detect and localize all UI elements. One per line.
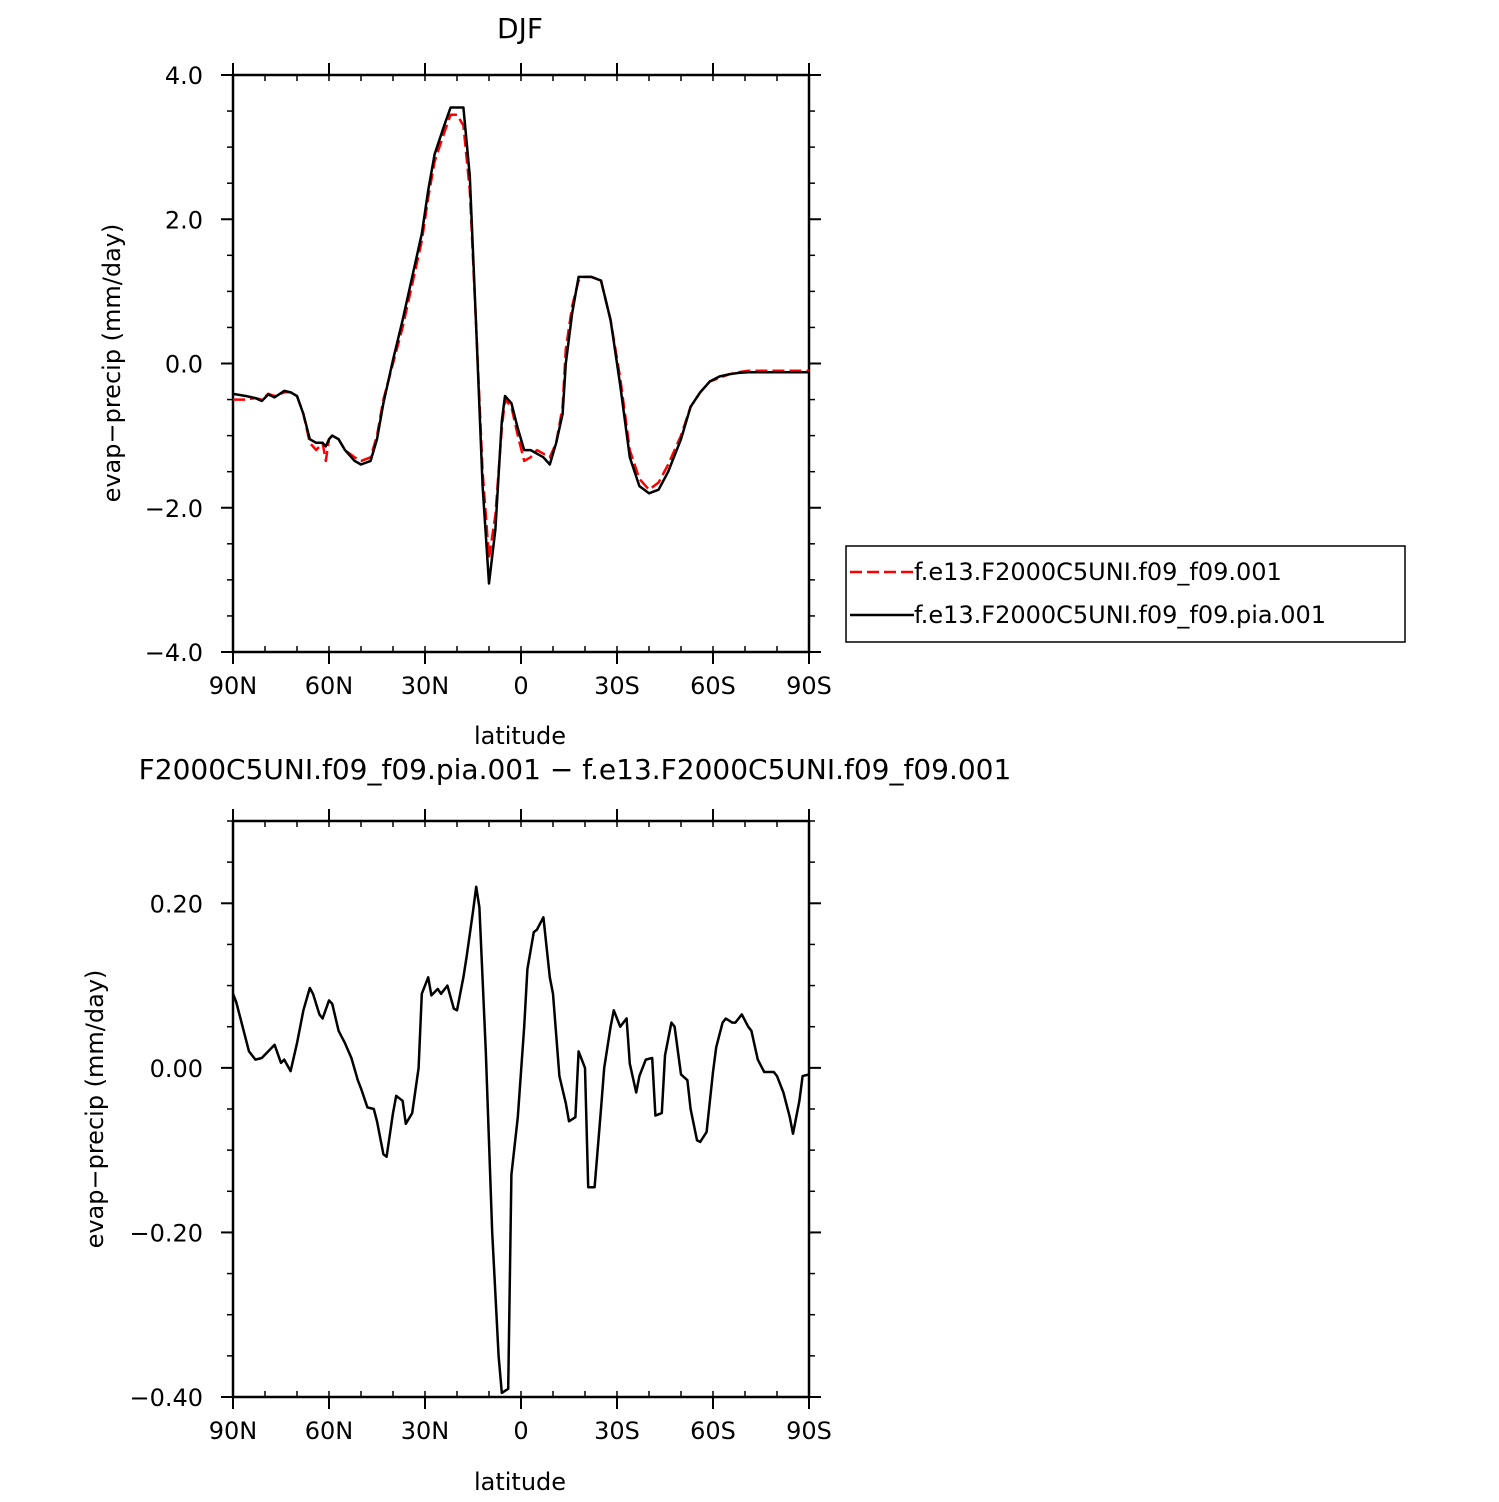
legend-box (845, 545, 1406, 643)
series-line-2 (233, 106, 809, 585)
legend-label-model1: f.e13.F2000C5UNI.f09_f09.001 (914, 558, 1282, 586)
bottom-chart-panel: F2000C5UNI.f09_f09.pia.001 − f.e13.F2000… (81, 753, 1011, 1496)
top-chart-plot-area: 90N 60N 30N 0 30S 60S 90S 4.0 2.0 0.0 −2.0 −4.0 (145, 62, 832, 700)
x-tick-label: 60N (305, 1417, 354, 1445)
x-tick-label: 30N (401, 672, 450, 700)
x-tick-label: 90S (786, 1417, 832, 1445)
series-line-1 (233, 885, 809, 1395)
x-tick-label: 30N (401, 1417, 450, 1445)
bottom-chart-y-axis-label: evap−precip (mm/day) (81, 970, 109, 1249)
y-tick-label: 4.0 (165, 62, 203, 90)
x-tick-label: 90N (209, 672, 258, 700)
x-tick-label: 0 (513, 672, 528, 700)
top-chart-panel: DJF 90N 60N 30N 0 30S 60S 90S 4.0 2.0 0.0 −2.0 −4.0… (98, 12, 832, 750)
top-chart-y-axis-label: evap−precip (mm/day) (98, 224, 126, 503)
plot-frame (231, 819, 811, 1399)
top-chart-x-axis-label: latitude (474, 722, 566, 750)
y-tick-label: 2.0 (165, 206, 203, 234)
y-tick-label: −0.40 (129, 1384, 203, 1412)
x-tick-label: 90S (786, 672, 832, 700)
series-line-1 (233, 113, 809, 560)
y-tick-label: −2.0 (145, 495, 203, 523)
y-tick-label: 0.20 (150, 890, 203, 918)
x-tick-label: 0 (513, 1417, 528, 1445)
top-chart-title: DJF (497, 12, 543, 45)
x-tick-label: 60N (305, 672, 354, 700)
chart-legend: f.e13.F2000C5UNI.f09_f09.001 f.e13.F2000… (845, 545, 1406, 643)
plot-frame (231, 73, 811, 654)
x-tick-label: 30S (594, 672, 640, 700)
x-tick-label: 30S (594, 1417, 640, 1445)
y-tick-label: −4.0 (145, 639, 203, 667)
bottom-chart-plot-area: 90N 60N 30N 0 30S 60S 90S 0.20 0.00 −0.20 −0.40 (129, 809, 832, 1445)
x-tick-label: 90N (209, 1417, 258, 1445)
legend-label-model2: f.e13.F2000C5UNI.f09_f09.pia.001 (914, 601, 1326, 629)
x-tick-label: 60S (690, 672, 736, 700)
y-tick-label: 0.0 (165, 351, 203, 379)
y-tick-label: 0.00 (150, 1055, 203, 1083)
y-tick-label: −0.20 (129, 1219, 203, 1247)
bottom-chart-title: F2000C5UNI.f09_f09.pia.001 − f.e13.F2000… (139, 753, 1012, 786)
bottom-chart-x-axis-label: latitude (474, 1468, 566, 1496)
x-tick-label: 60S (690, 1417, 736, 1445)
